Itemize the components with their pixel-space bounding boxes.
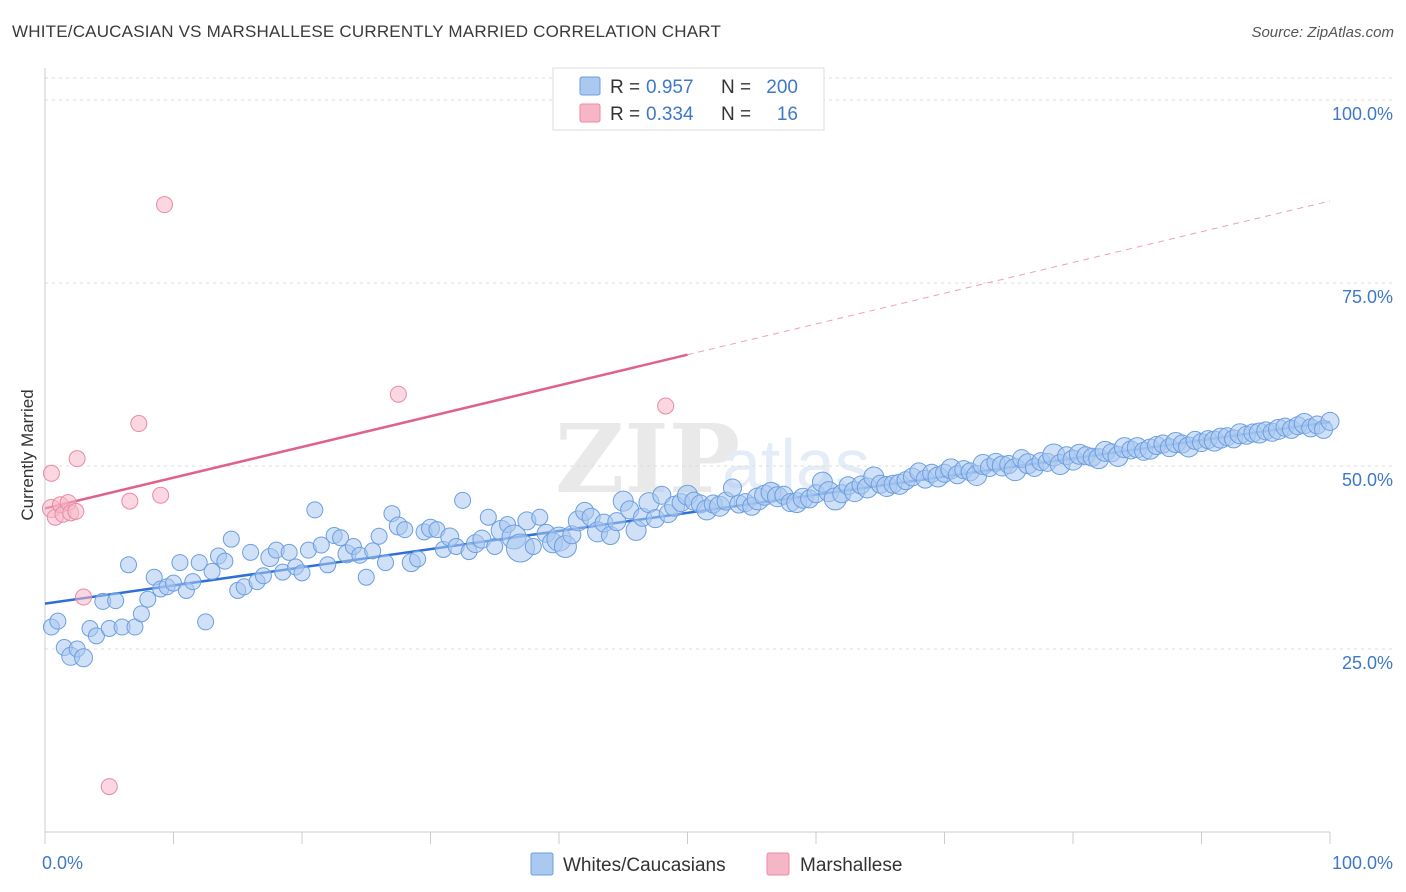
point-marshallese-8: [68, 450, 86, 468]
bottom-legend-swatch-pink: [766, 852, 790, 876]
point-whites-57: [409, 550, 427, 568]
bottom-legend-label-marshallese: Marshallese: [800, 855, 902, 876]
point-whites-28: [222, 530, 240, 548]
point-whites-19: [165, 574, 182, 592]
legend-r-value-2: 0.334: [646, 104, 694, 125]
legend-n-label-2: N =: [721, 104, 751, 125]
legend-n-label-1: N =: [721, 77, 751, 98]
point-marshallese-0: [42, 464, 60, 482]
point-whites-23: [190, 554, 208, 572]
source-label: Source: ZipAtlas.com: [1251, 24, 1394, 41]
point-whites-10: [107, 592, 125, 610]
point-whites-14: [132, 605, 150, 623]
series-marshallese-points: [41, 196, 675, 796]
grid-lines: [45, 77, 1395, 650]
point-whites-49: [357, 568, 375, 586]
point-whites-22: [184, 573, 202, 591]
point-marshallese-14: [156, 196, 174, 214]
chart-title: WHITE/CAUCASIAN VS MARSHALLESE CURRENTLY…: [12, 22, 722, 41]
y-tick-label-0: 25.0%: [1342, 653, 1393, 673]
y-tick-label-3: 100.0%: [1332, 104, 1393, 124]
point-whites-42: [312, 536, 330, 554]
point-whites-64: [454, 491, 472, 509]
point-whites-33: [254, 567, 272, 585]
legend-n-value-2: 16: [777, 104, 798, 125]
point-whites-20: [171, 554, 189, 572]
point-whites-95: [652, 485, 672, 505]
point-whites-68: [479, 508, 497, 526]
series-whites-points: [42, 411, 1340, 668]
correlation-legend: R = 0.957 N = 200 R = 0.334 N = 16: [552, 67, 825, 131]
trend-line-marshallese-extension: [687, 200, 1331, 356]
point-whites-88: [607, 512, 627, 532]
point-whites-75: [524, 538, 542, 556]
point-whites-52: [377, 554, 395, 572]
point-whites-7: [87, 627, 105, 645]
point-marshallese-9: [75, 588, 93, 606]
point-whites-106: [722, 478, 742, 498]
point-whites-41: [306, 501, 324, 519]
point-whites-25: [203, 562, 221, 580]
series-legend: Whites/Caucasians Marshallese: [530, 852, 902, 876]
point-whites-50: [364, 542, 382, 560]
point-whites-199: [1320, 411, 1340, 431]
x-tick-labels: 0.0% 100.0%: [42, 853, 1393, 873]
point-whites-27: [216, 552, 234, 570]
point-whites-15: [139, 590, 157, 608]
point-whites-43: [319, 556, 337, 574]
legend-r-label-1: R =: [610, 77, 640, 98]
point-marshallese-12: [130, 415, 148, 433]
point-marshallese-13: [152, 486, 170, 504]
y-tick-labels: 25.0% 50.0% 75.0% 100.0%: [1332, 104, 1393, 673]
trend-line-marshallese: [44, 353, 688, 510]
x-tick-label-start: 0.0%: [42, 853, 83, 873]
axes: [44, 68, 1331, 844]
bottom-legend-swatch-blue: [530, 852, 554, 876]
legend-r-value-1: 0.957: [646, 77, 694, 98]
y-tick-label-2: 75.0%: [1342, 287, 1393, 307]
point-whites-24: [197, 613, 215, 631]
y-axis-label: Currently Married: [18, 389, 37, 520]
point-whites-5: [74, 648, 94, 668]
point-marshallese-15: [389, 385, 407, 403]
legend-n-value-1: 200: [766, 77, 798, 98]
point-marshallese-7: [67, 502, 85, 520]
point-whites-45: [332, 529, 350, 547]
legend-swatch-pink: [579, 103, 601, 123]
point-whites-76: [531, 508, 549, 526]
point-whites-51: [370, 527, 388, 545]
x-tick-label-end: 100.0%: [1332, 853, 1393, 873]
point-whites-55: [396, 521, 414, 539]
point-marshallese-16: [657, 397, 675, 415]
bottom-legend-label-whites: Whites/Caucasians: [563, 855, 726, 876]
point-marshallese-10: [100, 778, 118, 796]
point-whites-31: [242, 543, 260, 561]
point-marshallese-11: [121, 492, 139, 510]
legend-r-label-2: R =: [610, 104, 640, 125]
y-tick-label-1: 50.0%: [1342, 470, 1393, 490]
point-whites-39: [293, 564, 311, 582]
point-whites-12: [120, 556, 138, 574]
point-whites-1: [49, 612, 67, 630]
legend-swatch-blue: [579, 76, 601, 96]
point-whites-69: [486, 538, 504, 556]
point-whites-37: [280, 543, 298, 561]
